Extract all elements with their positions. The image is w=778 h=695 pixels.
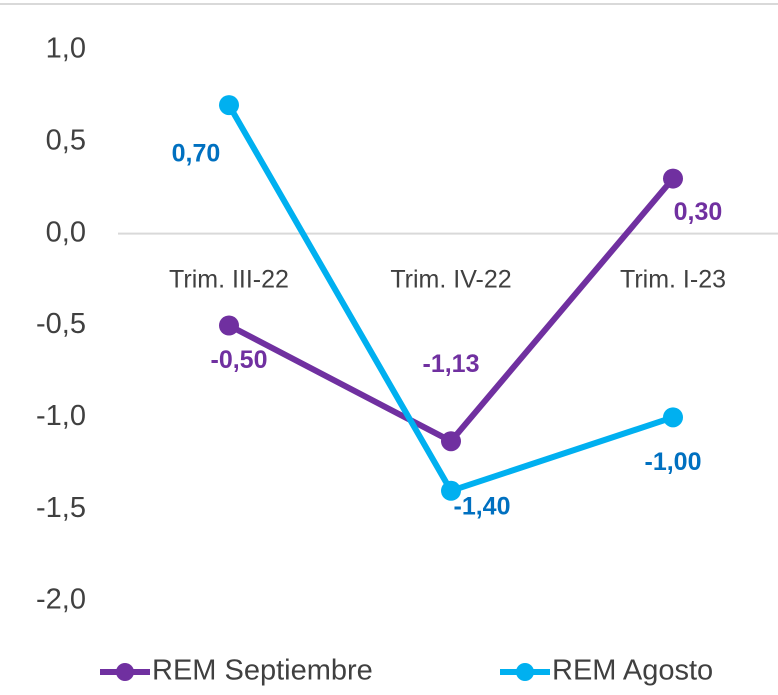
data-point <box>441 480 461 501</box>
x-tick-label: Trim. IV-22 <box>390 265 511 293</box>
data-label: -1,40 <box>454 492 511 520</box>
data-point <box>663 407 683 428</box>
legend-marker <box>116 663 134 681</box>
data-label: -1,00 <box>645 448 702 476</box>
x-tick-label: Trim. III-22 <box>169 265 289 293</box>
y-tick-label: -2,0 <box>36 584 86 616</box>
data-point <box>663 168 683 189</box>
x-tick-label: Trim. I-23 <box>620 265 726 293</box>
y-tick-label: 0,5 <box>46 124 86 156</box>
y-tick-label: -1,5 <box>36 492 86 524</box>
y-tick-label: -0,5 <box>36 308 86 340</box>
legend-marker <box>516 663 534 681</box>
y-tick-label: 0,0 <box>46 216 86 248</box>
y-tick-label: -1,0 <box>36 400 86 432</box>
data-point <box>219 315 239 336</box>
y-tick-label: 1,0 <box>46 33 86 65</box>
data-label: -0,50 <box>211 346 268 374</box>
legend-label: REM Agosto <box>552 655 713 687</box>
data-label: 0,30 <box>674 198 723 226</box>
legend-label: REM Septiembre <box>152 655 373 687</box>
data-label: -1,13 <box>423 350 480 378</box>
data-point <box>219 95 239 116</box>
data-point <box>441 431 461 452</box>
data-label: 0,70 <box>172 140 221 168</box>
